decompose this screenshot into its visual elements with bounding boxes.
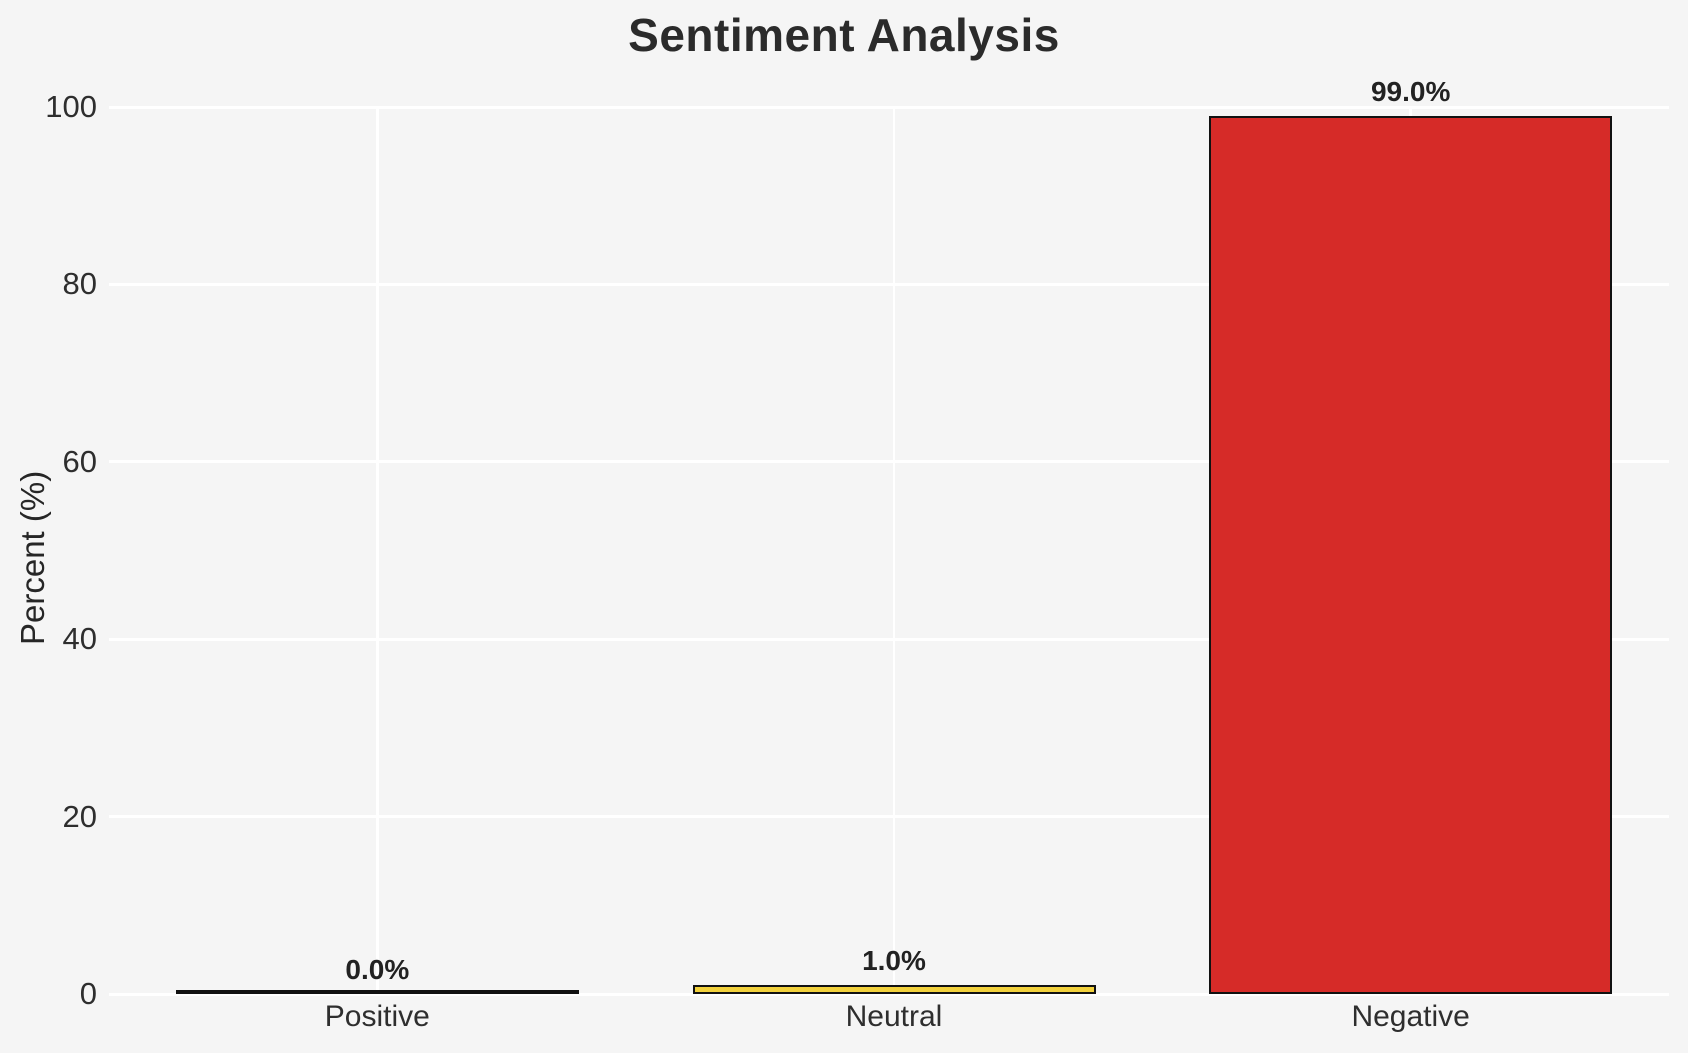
bar-value-label: 1.0%	[862, 945, 926, 977]
gridline-h	[109, 815, 1669, 819]
bar	[1209, 115, 1613, 994]
bar	[175, 990, 579, 994]
x-category-label: Positive	[324, 1000, 430, 1033]
y-tick-label: 80	[62, 266, 97, 302]
plot-area: 0 20 40 60 80 100 0.0% Positive 1.0% Neutral 99.0%…	[45, 76, 1669, 1033]
gridline-h	[109, 992, 1669, 996]
gridline-h	[109, 282, 1669, 286]
bar-value-label: 0.0%	[345, 954, 410, 985]
bar	[692, 985, 1096, 994]
y-axis-label: Percent (%)	[14, 470, 51, 645]
gridline-h	[109, 637, 1669, 641]
gridline-h	[109, 460, 1669, 464]
y-tick-label: 100	[45, 89, 97, 124]
x-category-label: Neutral	[845, 1000, 943, 1033]
y-tick-label: 0	[79, 976, 97, 1011]
y-tick-label: 60	[62, 443, 97, 479]
y-tick-label: 40	[62, 621, 97, 657]
bar-value-label: 99.0%	[1370, 75, 1451, 107]
gridline-v	[892, 107, 896, 994]
chart-title: Sentiment Analysis	[628, 9, 1060, 61]
y-tick-label: 20	[62, 798, 97, 834]
gridline-h	[109, 105, 1669, 109]
gridline-v	[376, 107, 379, 994]
x-category-label: Negative	[1351, 1000, 1470, 1033]
